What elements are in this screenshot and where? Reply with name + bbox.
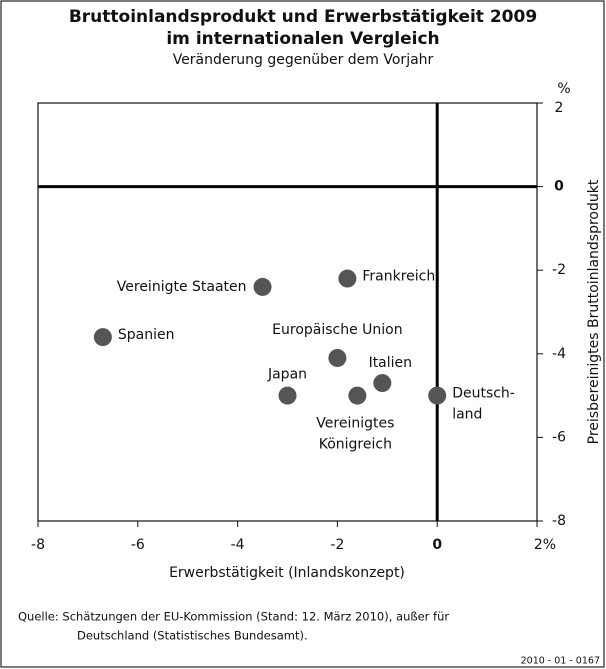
point [278,386,297,405]
chart-title: Bruttoinlandsprodukt und Erwerbstätigkei… [69,7,537,27]
x-tick-label: -4 [231,537,245,553]
point-label: Vereinigtes [316,416,394,432]
point-label: Japan [267,367,307,383]
point [253,277,272,296]
y-tick-label: 0 [554,179,564,195]
x-tick-label: -8 [31,537,45,553]
y-tick-label: -8 [552,513,566,529]
y-tick-label: -4 [552,346,566,362]
x-tick-label: 2% [534,537,556,553]
point-label: Frankreich [362,269,435,285]
plot-frame [37,102,538,522]
x-tick-label: 0 [432,537,442,553]
source: Quelle: Schätzungen der EU-Kommission (S… [18,610,449,624]
point-label: Italien [369,355,412,371]
point [328,348,347,367]
point [338,269,357,288]
point-label: Königreich [319,437,392,453]
point [348,386,367,405]
chart-subtitle: Veränderung gegenüber dem Vorjahr [173,52,434,68]
y-tick-label: -2 [552,262,566,278]
x-tick-label: -2 [330,537,344,553]
y-unit: % [557,81,570,97]
point-label: Spanien [118,327,175,343]
point [428,386,447,405]
chart-title: im internationalen Vergleich [166,29,439,49]
point-label: Vereinigte Staaten [117,279,247,295]
code: 2010 - 01 - 0167 [521,656,600,667]
x-axis-label: Erwerbstätigkeit (Inlandskonzept) [169,565,405,581]
point-label: Europäische Union [272,322,402,338]
point [373,374,392,393]
y-tick-label: -6 [552,429,566,445]
point [93,328,112,347]
point-label: Deutsch- [452,386,515,402]
point-label: land [452,407,482,423]
source: Deutschland (Statistisches Bundesamt). [77,629,308,643]
y-tick-label: 2 [555,100,564,116]
y-axis-label: Preisbereinigtes Bruttoinlandsprodukt [586,179,602,444]
x-tick-label: -6 [131,537,145,553]
